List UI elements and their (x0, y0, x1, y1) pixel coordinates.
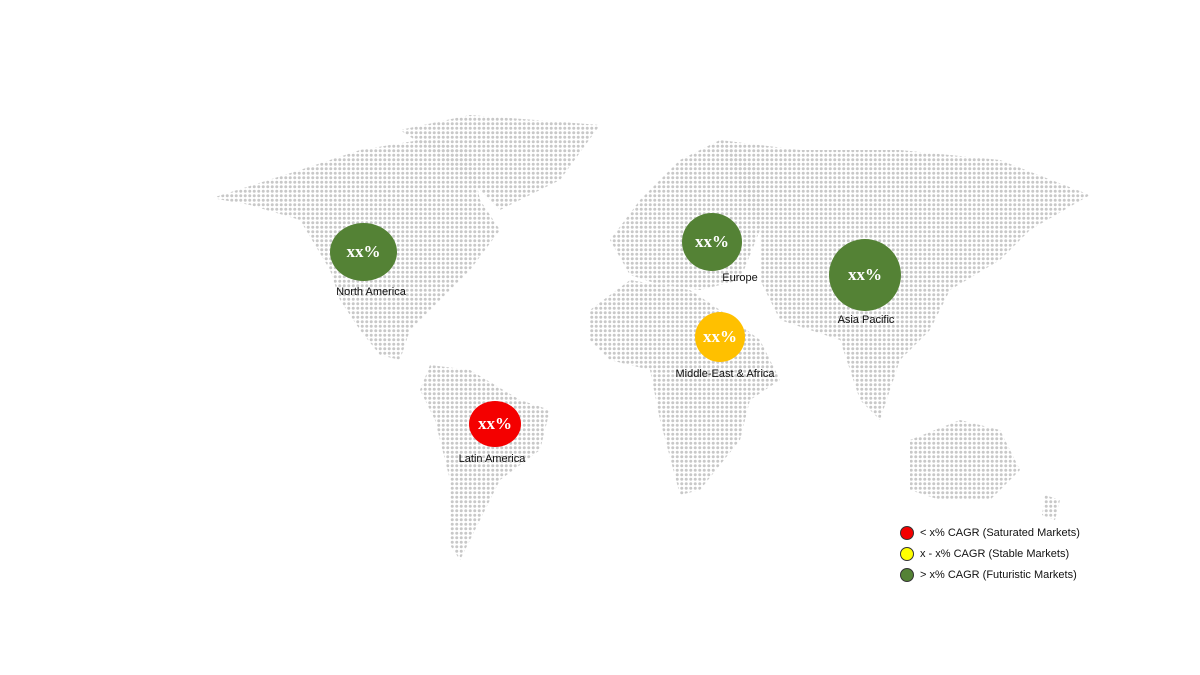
latin-america-bubble: xx% (469, 401, 521, 447)
green-circle-icon (900, 567, 914, 582)
legend-label: x - x% CAGR (Stable Markets) (920, 547, 1070, 560)
middle-east-africa-bubble: xx% (695, 312, 745, 362)
asia-pacific-bubble: xx% (829, 239, 901, 311)
legend-item-stable: x - x% CAGR (Stable Markets) (900, 543, 1080, 564)
continent-africa (590, 280, 780, 495)
legend-label: < x% CAGR (Saturated Markets) (920, 526, 1080, 539)
continent-asia (720, 140, 1090, 420)
middle-east-africa-label: Middle-East & Africa (675, 368, 775, 380)
legend: < x% CAGR (Saturated Markets) x - x% CAG… (900, 522, 1080, 585)
north-america-label: North America (336, 286, 406, 298)
asia-pacific-label: Asia Pacific (837, 314, 895, 326)
continent-greenland (400, 115, 600, 210)
north-america-bubble: xx% (330, 223, 397, 281)
continent-australia (910, 420, 1020, 500)
latin-america-label: Latin America (458, 453, 526, 465)
europe-bubble: xx% (682, 213, 742, 271)
legend-label: > x% CAGR (Futuristic Markets) (920, 568, 1077, 581)
legend-item-saturated: < x% CAGR (Saturated Markets) (900, 522, 1080, 543)
europe-label: Europe (722, 272, 758, 284)
legend-item-futuristic: > x% CAGR (Futuristic Markets) (900, 564, 1080, 585)
continent-new-zealand (1042, 495, 1060, 520)
yellow-circle-icon (900, 546, 914, 561)
red-circle-icon (900, 525, 914, 540)
